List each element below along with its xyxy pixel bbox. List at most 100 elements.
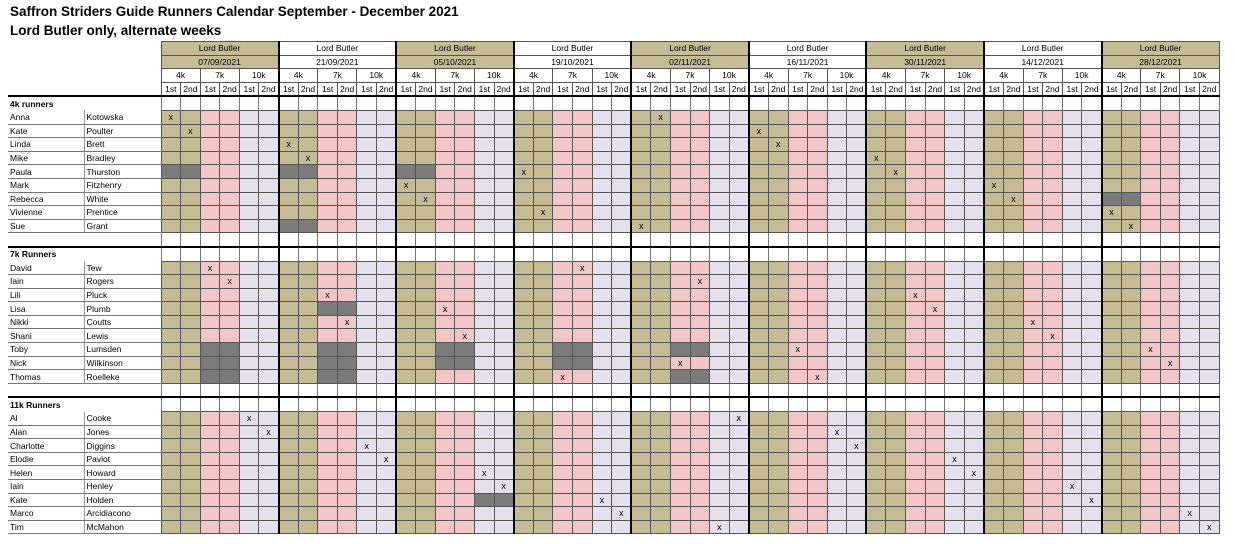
schedule-cell[interactable] [199, 451, 221, 467]
schedule-cell[interactable] [1042, 314, 1063, 330]
schedule-cell[interactable] [787, 369, 809, 384]
schedule-cell[interactable] [630, 465, 652, 480]
schedule-cell[interactable] [1100, 109, 1122, 125]
schedule-cell[interactable] [474, 328, 495, 344]
schedule-cell[interactable] [630, 451, 652, 467]
schedule-cell[interactable] [924, 465, 946, 480]
schedule-cell[interactable] [415, 274, 436, 289]
schedule-cell[interactable] [709, 424, 730, 440]
schedule-cell[interactable] [1159, 519, 1181, 535]
schedule-cell[interactable] [689, 218, 711, 234]
schedule-cell[interactable] [924, 218, 946, 234]
schedule-cell[interactable] [376, 328, 397, 344]
schedule-cell[interactable] [356, 314, 378, 330]
schedule-cell[interactable] [512, 506, 534, 521]
schedule-cell[interactable] [1140, 260, 1161, 276]
schedule-cell[interactable] [434, 479, 456, 494]
schedule-cell[interactable] [1140, 519, 1161, 535]
schedule-cell[interactable] [277, 506, 299, 521]
schedule-cell[interactable] [336, 191, 358, 207]
assigned-mark[interactable]: x [650, 109, 671, 125]
schedule-cell[interactable] [728, 451, 750, 467]
schedule-cell[interactable] [532, 274, 554, 289]
schedule-cell[interactable] [591, 137, 613, 152]
schedule-cell[interactable] [611, 260, 632, 276]
schedule-cell[interactable] [963, 451, 985, 467]
schedule-cell[interactable] [846, 164, 867, 179]
blocked-cell[interactable] [277, 164, 299, 179]
schedule-cell[interactable] [885, 260, 907, 276]
schedule-cell[interactable] [709, 342, 730, 357]
schedule-cell[interactable] [317, 438, 338, 453]
schedule-cell[interactable] [807, 342, 828, 357]
schedule-cell[interactable] [199, 274, 221, 289]
blocked-cell[interactable] [669, 369, 691, 384]
schedule-cell[interactable] [807, 519, 828, 535]
schedule-cell[interactable] [160, 205, 182, 220]
schedule-cell[interactable] [258, 137, 280, 152]
schedule-cell[interactable] [238, 177, 260, 193]
schedule-cell[interactable] [180, 465, 201, 480]
schedule-cell[interactable] [611, 328, 632, 344]
schedule-cell[interactable] [1140, 123, 1161, 139]
schedule-cell[interactable] [376, 164, 397, 179]
schedule-cell[interactable] [454, 205, 475, 220]
schedule-cell[interactable] [747, 411, 769, 426]
schedule-cell[interactable] [160, 218, 182, 234]
schedule-cell[interactable] [826, 137, 848, 152]
assigned-mark[interactable]: x [807, 369, 828, 384]
assigned-mark[interactable]: x [611, 506, 632, 521]
assigned-mark[interactable]: x [591, 492, 613, 508]
schedule-cell[interactable] [160, 355, 182, 371]
schedule-cell[interactable] [1042, 301, 1063, 316]
schedule-cell[interactable] [532, 123, 554, 139]
schedule-cell[interactable] [669, 519, 691, 535]
schedule-cell[interactable] [160, 177, 182, 193]
schedule-cell[interactable] [1159, 150, 1181, 166]
schedule-cell[interactable] [650, 123, 671, 139]
schedule-cell[interactable] [1100, 287, 1122, 303]
schedule-cell[interactable] [1022, 260, 1044, 276]
schedule-cell[interactable] [336, 287, 358, 303]
schedule-cell[interactable] [474, 519, 495, 535]
assigned-mark[interactable]: x [1159, 355, 1181, 371]
schedule-cell[interactable] [219, 137, 240, 152]
schedule-cell[interactable] [1179, 424, 1200, 440]
schedule-cell[interactable] [1061, 492, 1083, 508]
schedule-cell[interactable] [630, 260, 652, 276]
schedule-cell[interactable] [532, 109, 554, 125]
assigned-mark[interactable]: x [238, 411, 260, 426]
schedule-cell[interactable] [944, 301, 965, 316]
schedule-cell[interactable] [160, 287, 182, 303]
schedule-cell[interactable] [846, 479, 867, 494]
schedule-cell[interactable] [747, 342, 769, 357]
schedule-cell[interactable] [885, 150, 907, 166]
schedule-cell[interactable] [1022, 150, 1044, 166]
schedule-cell[interactable] [767, 123, 789, 139]
schedule-cell[interactable] [982, 438, 1005, 453]
schedule-cell[interactable] [571, 150, 593, 166]
schedule-cell[interactable] [180, 424, 201, 440]
schedule-cell[interactable] [1198, 342, 1220, 357]
schedule-cell[interactable] [552, 137, 573, 152]
schedule-cell[interactable] [905, 260, 926, 276]
schedule-cell[interactable] [356, 191, 378, 207]
schedule-cell[interactable] [787, 164, 809, 179]
schedule-cell[interactable] [434, 465, 456, 480]
schedule-cell[interactable] [512, 342, 534, 357]
schedule-cell[interactable] [807, 314, 828, 330]
schedule-cell[interactable] [865, 355, 887, 371]
schedule-cell[interactable] [767, 424, 789, 440]
schedule-cell[interactable] [1179, 137, 1200, 152]
schedule-cell[interactable] [728, 164, 750, 179]
schedule-cell[interactable] [238, 424, 260, 440]
schedule-cell[interactable] [747, 424, 769, 440]
schedule-cell[interactable] [395, 109, 417, 125]
schedule-cell[interactable] [474, 411, 495, 426]
schedule-cell[interactable] [611, 287, 632, 303]
schedule-cell[interactable] [415, 438, 436, 453]
schedule-cell[interactable] [356, 328, 378, 344]
schedule-cell[interactable] [454, 492, 475, 508]
schedule-cell[interactable] [846, 274, 867, 289]
schedule-cell[interactable] [767, 274, 789, 289]
